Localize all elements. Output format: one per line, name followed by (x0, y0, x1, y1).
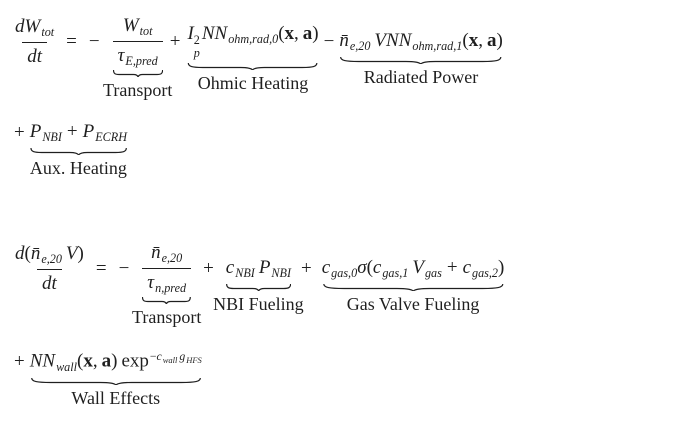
equals-sign: = (95, 257, 107, 279)
nbi-expression: cNBI PNBI (225, 256, 292, 280)
term-radiated-power: n̄e,20 VNNohm,rad,1(x, a) Radiated Power (339, 29, 503, 87)
fraction-numerator: d(n̄e,20 V) (15, 242, 84, 266)
fraction-denominator: τE,pred (112, 41, 163, 69)
fraction-numerator: dWtot (15, 15, 55, 39)
plus-sign: + (446, 256, 458, 278)
term-label-ohmic-heating: Ohmic Heating (197, 72, 309, 93)
underbrace-icon (113, 70, 163, 77)
underbrace-icon (30, 148, 127, 155)
density-equation-line-1: d(n̄e,20 V) dt = − n̄e,20 τn,pred Transpo… (10, 241, 693, 327)
exp-superscript: −cwall gHFS (149, 350, 202, 365)
term-label-transport: Transport (102, 80, 173, 101)
term-label-aux-heating: Aux. Heating (29, 158, 127, 179)
aux-expression: PNBI + PECRH (29, 121, 127, 145)
minus-sign: − (118, 257, 130, 279)
plus-sign: + (203, 257, 214, 279)
transport-fraction: Wtot τE,pred (112, 14, 163, 69)
underbrace-icon (226, 284, 291, 291)
lhs-energy-derivative: dWtot dt (10, 15, 59, 69)
underbrace-icon (339, 57, 502, 64)
fraction-denominator: τn,pred (142, 268, 192, 296)
radiated-expression: n̄e,20 VNNohm,rad,1(x, a) (339, 29, 503, 53)
term-ohmic-heating: I 2 p NNohm,rad,0(x, a) Ohmic Heating (187, 23, 319, 93)
density-equation-line-2: + NNwall(x, a) exp−cwall gHFS Wall Effects (14, 350, 693, 407)
wall-expression: NNwall(x, a) exp−cwall gHFS (29, 350, 202, 374)
underbrace-icon (30, 378, 202, 385)
term-density-transport: n̄e,20 τn,pred Transport (132, 241, 201, 327)
plus-sign: + (301, 257, 312, 279)
plus-sign: + (169, 30, 181, 52)
plus-sign: + (14, 351, 25, 373)
fraction-numerator: Wtot (122, 15, 153, 38)
term-label-transport: Transport (131, 307, 202, 328)
transport-fraction: n̄e,20 τn,pred (142, 241, 192, 296)
underbrace-icon (322, 284, 505, 291)
plus-sign: + (14, 122, 25, 144)
minus-sign: − (323, 30, 335, 52)
term-label-nbi-fueling: NBI Fueling (213, 293, 304, 314)
term-label-gas-valve-fueling: Gas Valve Fueling (346, 293, 480, 314)
energy-equation-line-2: + PNBI + PECRH Aux. Heating (14, 121, 693, 178)
term-label-wall-effects: Wall Effects (71, 387, 161, 408)
exp-operator: exp (121, 350, 149, 372)
underbrace-icon (187, 63, 318, 70)
plus-sign: + (66, 121, 78, 143)
minus-sign: − (88, 30, 100, 52)
fraction-numerator: n̄e,20 (151, 242, 183, 265)
fraction-denominator: dt (37, 268, 62, 296)
gas-expression: cgas,0σ(cgas,1 Vgas + cgas,2) (321, 256, 505, 280)
term-aux-heating: PNBI + PECRH Aux. Heating (29, 121, 127, 178)
lhs-density-derivative: d(n̄e,20 V) dt (10, 242, 89, 296)
term-label-radiated-power: Radiated Power (363, 66, 479, 87)
ohmic-expression: I 2 p NNohm,rad,0(x, a) (187, 23, 319, 61)
fraction-denominator: dt (22, 41, 47, 69)
term-gas-valve-fueling: cgas,0σ(cgas,1 Vgas + cgas,2) Gas Valve Fue… (321, 256, 505, 314)
term-nbi-fueling: cNBI PNBI NBI Fueling (213, 256, 304, 314)
equals-sign: = (66, 30, 77, 52)
underbrace-icon (142, 297, 191, 304)
term-energy-transport: Wtot τE,pred Transport (103, 14, 172, 100)
term-wall-effects: NNwall(x, a) exp−cwall gHFS Wall Effects (29, 350, 202, 407)
